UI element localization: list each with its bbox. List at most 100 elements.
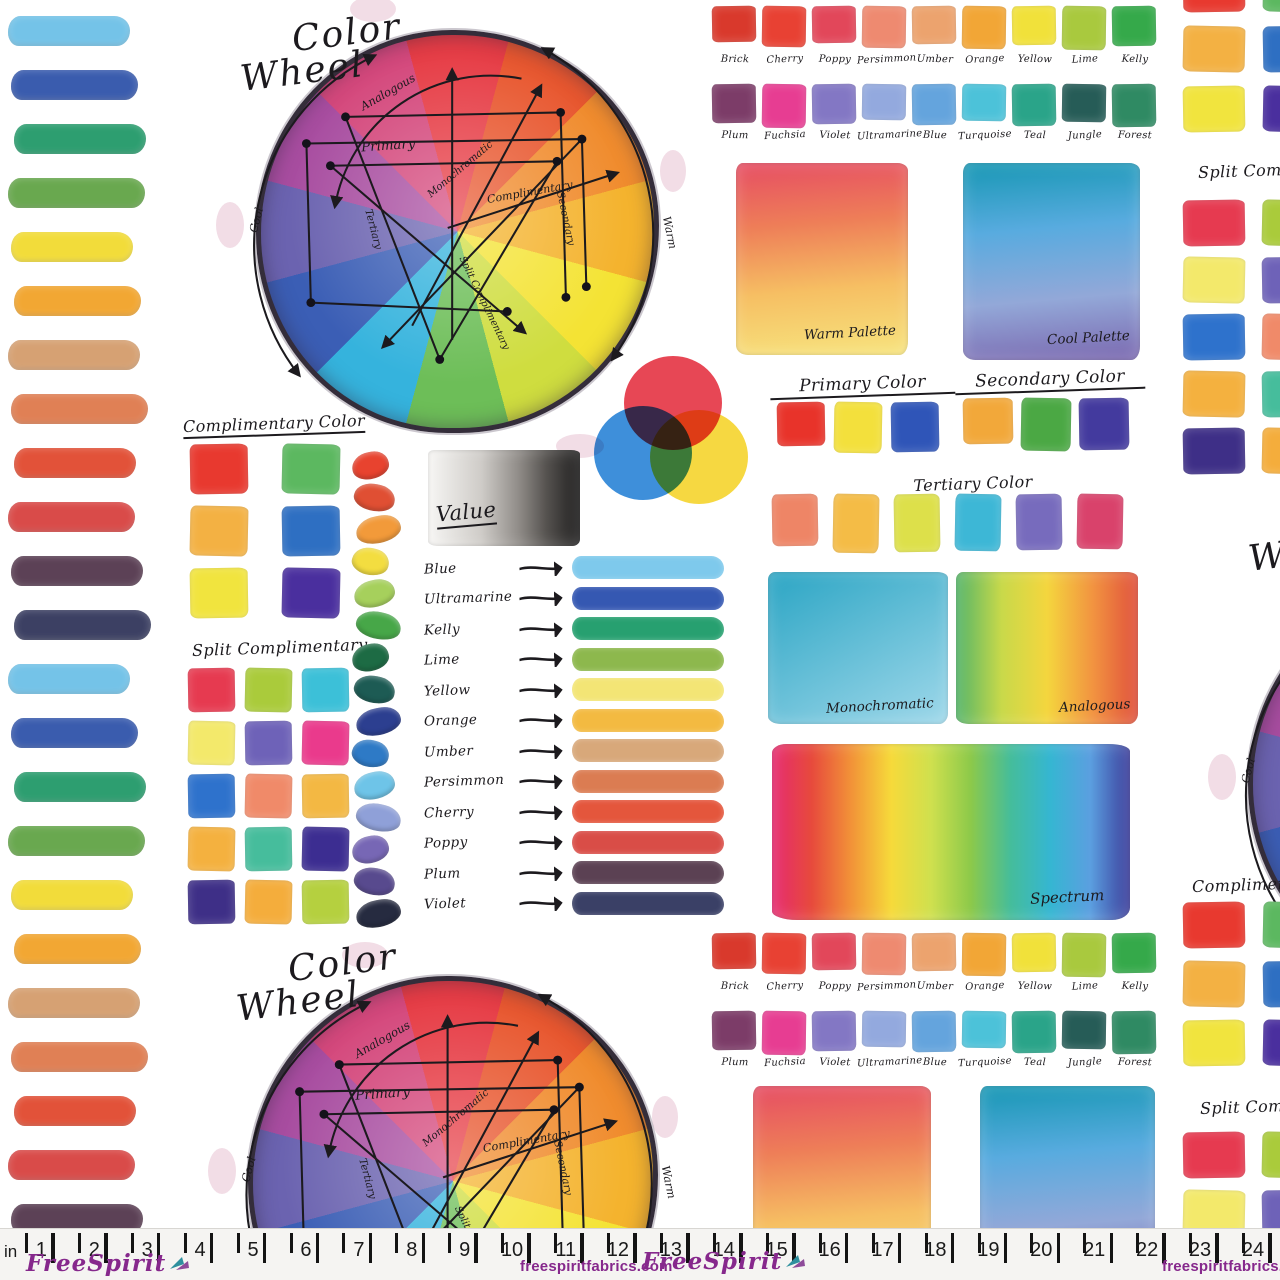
swatch-name-label: Jungle <box>1067 129 1103 142</box>
ruler-number: 15 <box>765 1239 788 1261</box>
ruler-inch-tick <box>315 1233 320 1263</box>
watercolor-stripe <box>11 556 143 586</box>
paint-dab <box>351 768 398 803</box>
ruler-half-tick <box>1083 1233 1087 1253</box>
ruler-half-tick <box>130 1233 134 1253</box>
ruler-inch-tick <box>474 1233 478 1263</box>
color-swatch <box>811 5 857 44</box>
cool-palette: Cool Palette <box>963 163 1140 360</box>
split-complementary-label: Split Complimentary <box>1199 1092 1280 1119</box>
swatch-name-label: Fuchsia <box>763 1055 807 1070</box>
color-swatch <box>1182 25 1246 73</box>
ruler-inch-tick <box>1056 1233 1061 1263</box>
color-swatch <box>1261 1131 1280 1179</box>
swatch-name-label: Kelly <box>1121 53 1149 66</box>
swatch-name-label: Turquoise <box>957 1055 1013 1070</box>
color-swatch <box>1011 83 1057 127</box>
color-swatch <box>189 443 249 495</box>
secondary-color-swatches <box>962 397 1148 456</box>
ruler-half-tick <box>818 1233 822 1253</box>
color-swatch <box>1111 1010 1157 1055</box>
color-swatch <box>833 401 883 454</box>
ruler-inch-tick <box>1003 1233 1008 1263</box>
ruler-inch-tick <box>262 1233 267 1263</box>
ruler-inch-tick <box>739 1233 743 1263</box>
swatch-name-label: Blue <box>922 129 948 142</box>
color-wheel-partial: AnalogousPrimaryMonochromaticComplimenta… <box>1208 556 1280 1008</box>
ruler-half-tick <box>924 1233 928 1253</box>
color-swatch <box>761 83 807 129</box>
ruler-number: 14 <box>712 1239 735 1261</box>
ruler-number: 1 <box>35 1239 47 1261</box>
value-scale-row: Orange <box>424 708 724 732</box>
svg-text:Tertiary: Tertiary <box>356 1157 378 1200</box>
watercolor-stripe <box>14 934 141 964</box>
value-scale-name: Plum <box>423 864 461 883</box>
paint-splotch <box>350 0 396 22</box>
complementary-color-label: Complimentary Color <box>1191 871 1280 897</box>
swatch-name-label: Orange <box>964 979 1006 994</box>
swatch-name-label: Kelly <box>1121 980 1149 993</box>
svg-text:Tertiary: Tertiary <box>362 208 383 251</box>
color-swatch <box>711 5 757 43</box>
color-stripe <box>572 617 724 640</box>
venn-circle <box>650 410 748 504</box>
ruler-half-tick <box>183 1233 187 1253</box>
swatch-name-label: Forest <box>1117 129 1153 142</box>
ruler-inch-tick <box>1268 1233 1272 1263</box>
value-scale-row: Plum <box>424 861 724 884</box>
color-swatch <box>1111 83 1157 128</box>
ruler-inch-tick <box>1162 1233 1166 1263</box>
swatch-name-label: Poppy <box>818 53 852 66</box>
color-stripe <box>572 708 724 732</box>
color-swatch <box>1262 85 1280 133</box>
paint-dab <box>353 896 404 931</box>
color-swatch <box>1182 960 1246 1008</box>
swatch-name-label: Persimmon <box>856 979 917 994</box>
swatch-name-label: Ultramarine <box>856 1055 923 1070</box>
watercolor-stripe <box>11 718 138 748</box>
value-scale-name: Blue <box>423 560 457 578</box>
swatch-name-label: Plum <box>721 129 749 142</box>
swatch-name-label: Plum <box>721 1056 749 1069</box>
swatch-name-label: Cherry <box>766 53 804 66</box>
swatch-name-label: Poppy <box>818 980 852 993</box>
value-gradient <box>428 450 580 546</box>
watercolor-stripe <box>11 1042 148 1072</box>
stripe-column <box>8 16 158 1280</box>
color-swatch <box>761 932 807 975</box>
paint-dab <box>349 640 392 675</box>
ruler-half-tick <box>395 1233 399 1253</box>
paint-splotch <box>216 202 244 248</box>
ruler-half-tick <box>871 1233 875 1253</box>
swatch-name-label: Fuchsia <box>763 128 807 143</box>
color-swatch <box>1262 1019 1280 1067</box>
ruler-number: 20 <box>1030 1239 1053 1261</box>
svg-text:Secondary: Secondary <box>551 1139 574 1196</box>
color-swatch <box>832 493 880 554</box>
arrow-icon <box>518 560 568 576</box>
split-complementary-swatches-partial <box>1182 199 1280 490</box>
color-swatch <box>961 83 1007 122</box>
analogous-palette: Analogous <box>956 572 1138 724</box>
ruler-half-tick <box>77 1233 81 1253</box>
complementary-swatches <box>189 443 350 634</box>
watercolor-stripe <box>14 1096 136 1126</box>
swatch-name-label: Teal <box>1023 129 1047 142</box>
ruler-inch-tick <box>950 1233 955 1263</box>
svg-text:Analogous: Analogous <box>351 1018 412 1062</box>
swatch-name-label: Ultramarine <box>856 128 923 143</box>
swatch-name-label: Turquoise <box>957 128 1013 143</box>
ruler-inch-tick <box>368 1233 373 1263</box>
color-swatch <box>811 1010 857 1052</box>
color-swatch <box>1182 0 1246 13</box>
ruler-number: 16 <box>818 1239 841 1261</box>
ruler-inch-tick <box>844 1233 849 1263</box>
color-swatch <box>1261 313 1280 361</box>
color-stripe <box>572 647 724 671</box>
ruler-inch-tick <box>1215 1233 1219 1263</box>
ruler-half-tick <box>236 1233 240 1253</box>
color-swatch <box>1261 199 1280 247</box>
swatch-name-label: Teal <box>1023 1056 1047 1069</box>
secondary-color-label: Secondary Color <box>954 365 1146 396</box>
